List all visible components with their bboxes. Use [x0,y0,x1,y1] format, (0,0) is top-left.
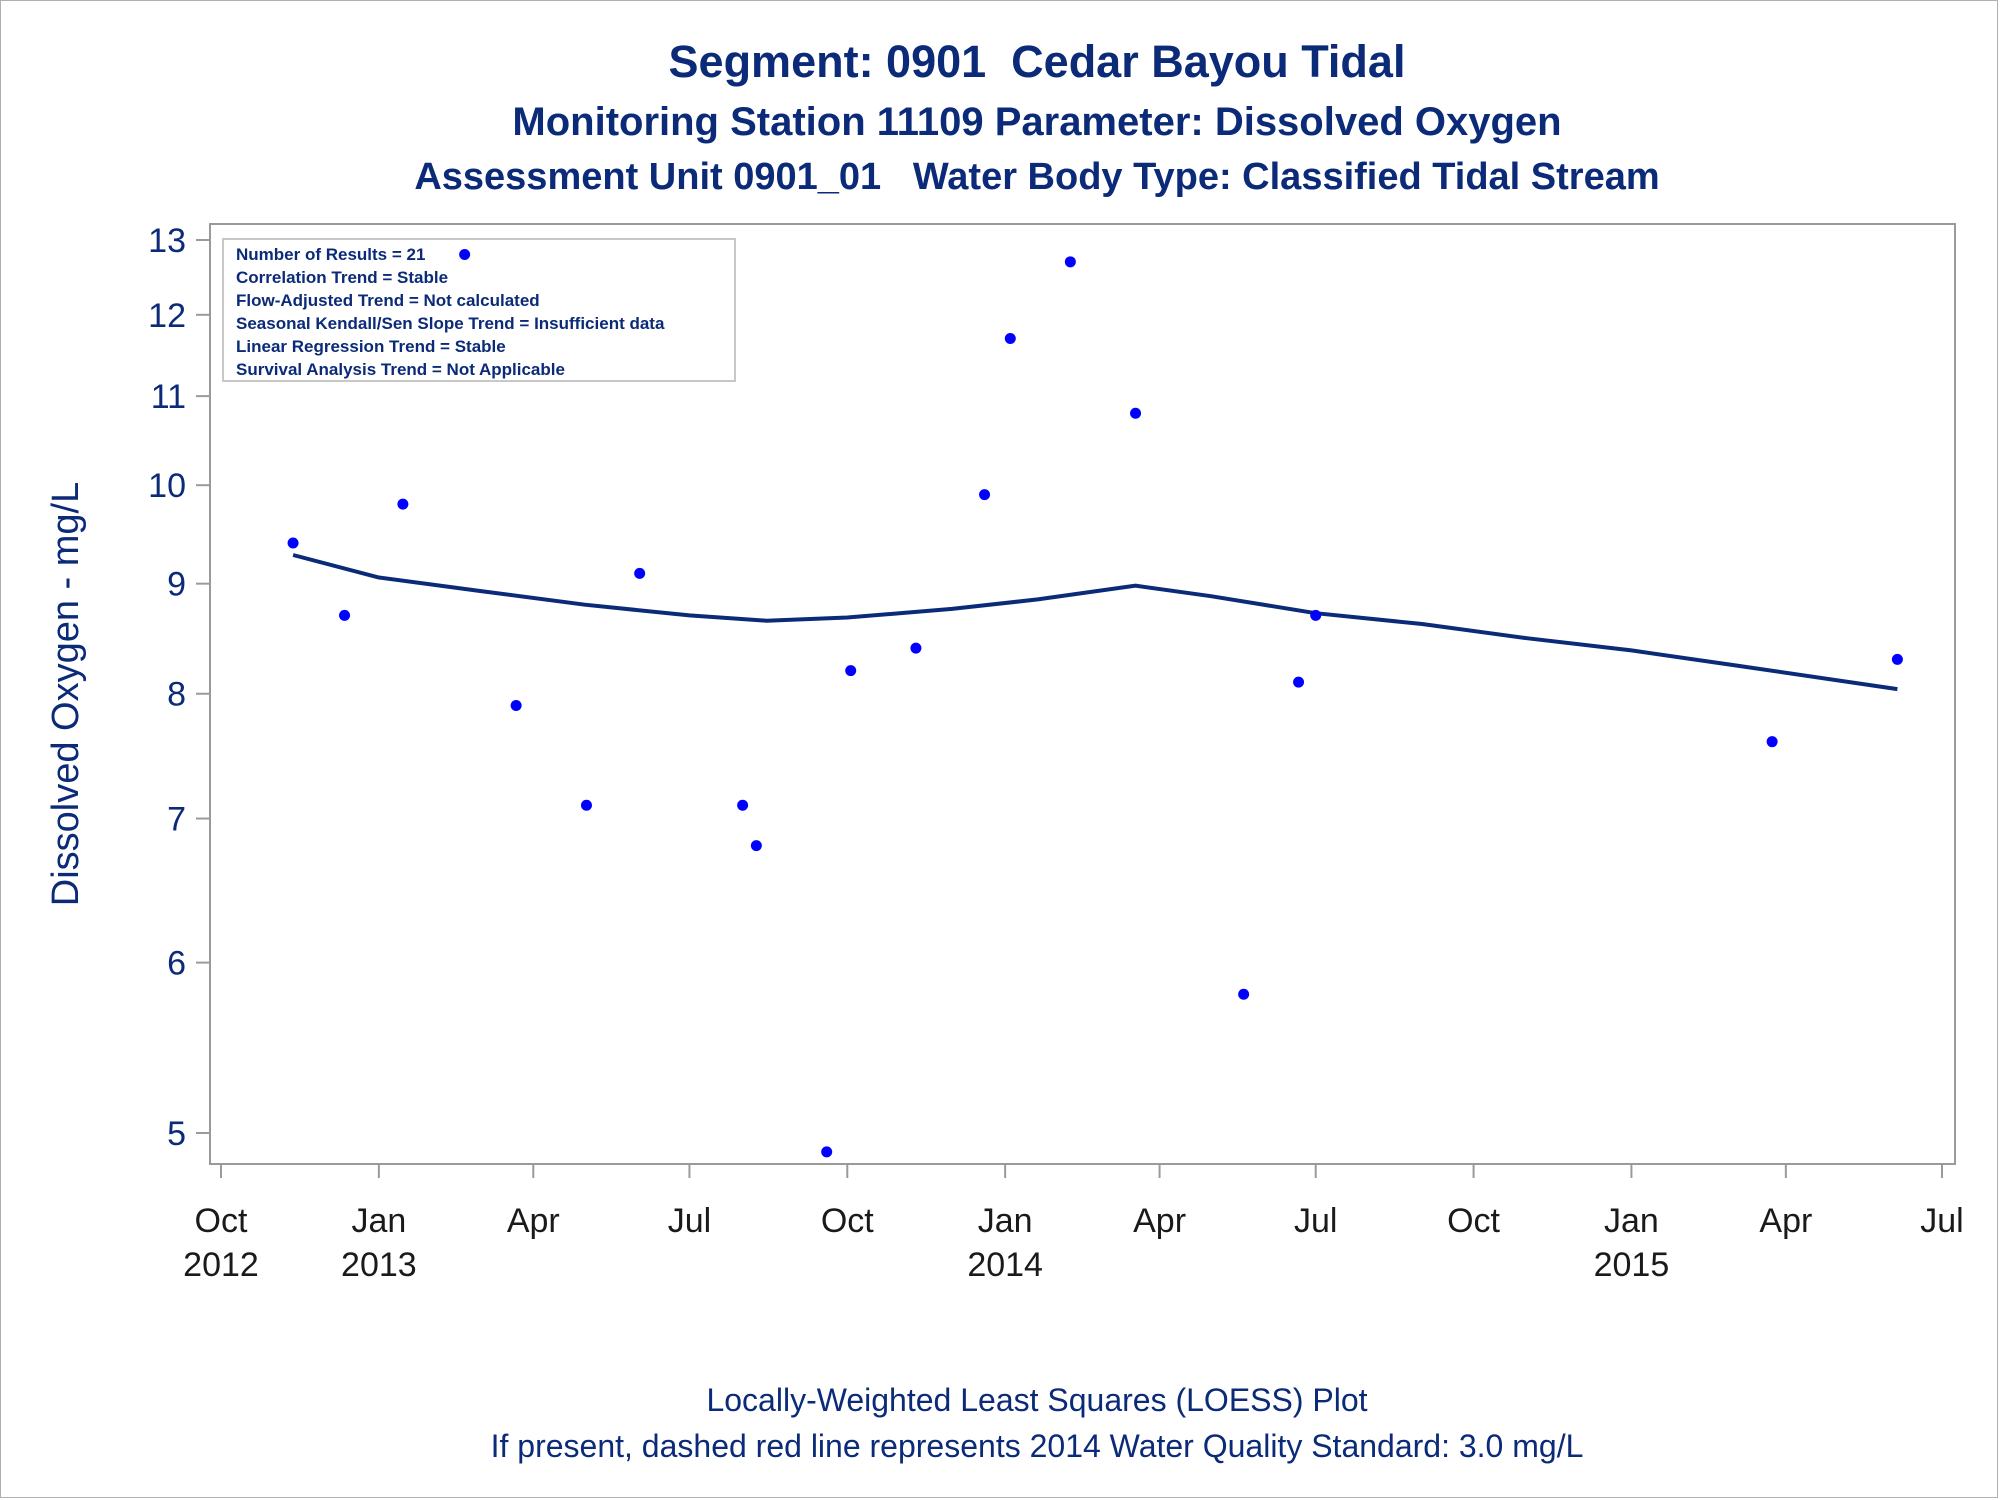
x-tick-month-label: Jan [1604,1202,1659,1240]
data-point [910,642,922,654]
info-box-line: Correlation Trend = Stable [236,268,448,287]
data-points [287,248,1903,1158]
x-tick-year-label: 2013 [341,1246,417,1284]
info-box-line: Survival Analysis Trend = Not Applicable [236,360,565,379]
chart-subtitle-2: Assessment Unit 0901_01 Water Body Type:… [414,156,1660,198]
x-tick-year-label: 2012 [183,1246,259,1284]
info-box-line: Flow-Adjusted Trend = Not calculated [236,291,540,310]
x-tick-month-label: Apr [1759,1202,1812,1240]
data-point [1766,736,1778,748]
x-tick-month-label: Apr [507,1202,560,1240]
data-point [979,489,991,501]
data-point [339,609,351,621]
footnote-loess: Locally-Weighted Least Squares (LOESS) P… [706,1382,1368,1418]
x-tick-month-label: Apr [1133,1202,1186,1240]
data-point [1238,988,1250,1000]
footnote-standard: If present, dashed red line represents 2… [490,1428,1584,1464]
y-tick-label: 5 [167,1115,186,1153]
y-tick-label: 12 [148,297,186,335]
x-tick-year-label: 2014 [967,1246,1043,1284]
y-tick-label: 7 [167,801,186,839]
data-point [510,700,522,712]
y-tick-label: 13 [148,222,186,260]
y-axis-label: Dissolved Oxygen - mg/L [45,482,87,907]
data-point [750,840,762,852]
data-point [459,248,471,260]
data-point [1891,653,1903,665]
data-point [580,799,592,811]
x-tick-month-label: Jul [1920,1202,1963,1240]
x-tick-month-label: Oct [821,1202,874,1240]
data-point [737,799,749,811]
info-box-line: Linear Regression Trend = Stable [236,337,506,356]
x-tick-month-label: Oct [195,1202,248,1240]
loess-line [292,553,1898,692]
y-tick-label: 11 [151,378,186,416]
x-tick-month-label: Jul [1294,1202,1337,1240]
info-box: Number of Results = 21 Correlation Trend … [222,238,736,382]
x-tick-year-label: 2015 [1594,1246,1670,1284]
data-point [1064,256,1076,268]
data-point [845,665,857,677]
data-point [1293,676,1305,688]
data-point [634,567,646,579]
y-axis: 5 6 7 8 9 10 11 12 13 [148,222,210,1153]
x-tick-month-label: Jan [351,1202,406,1240]
chart-subtitle: Monitoring Station 11109 Parameter: Diss… [512,100,1562,144]
data-point [1310,609,1322,621]
data-point [821,1146,833,1158]
chart-title: Segment: 0901 Cedar Bayou Tidal [668,36,1406,87]
y-tick-label: 8 [167,676,186,714]
y-tick-label: 6 [167,945,186,983]
info-box-line: Number of Results = 21 [236,245,425,264]
data-point [1004,332,1016,344]
data-point [1130,407,1142,419]
x-tick-month-label: Jul [668,1202,711,1240]
y-tick-label: 10 [148,467,186,505]
x-tick-month-label: Oct [1447,1202,1500,1240]
data-point [287,537,299,549]
x-tick-month-label: Jan [978,1202,1033,1240]
info-box-border [222,238,736,382]
info-box-line: Seasonal Kendall/Sen Slope Trend = Insuf… [236,314,665,333]
x-axis: Oct 2012 Jan 2013 Apr Jul Oct Jan 2014 Apr Jul Oct J… [183,1164,1964,1284]
y-tick-label: 9 [167,566,186,604]
data-point [397,498,409,510]
